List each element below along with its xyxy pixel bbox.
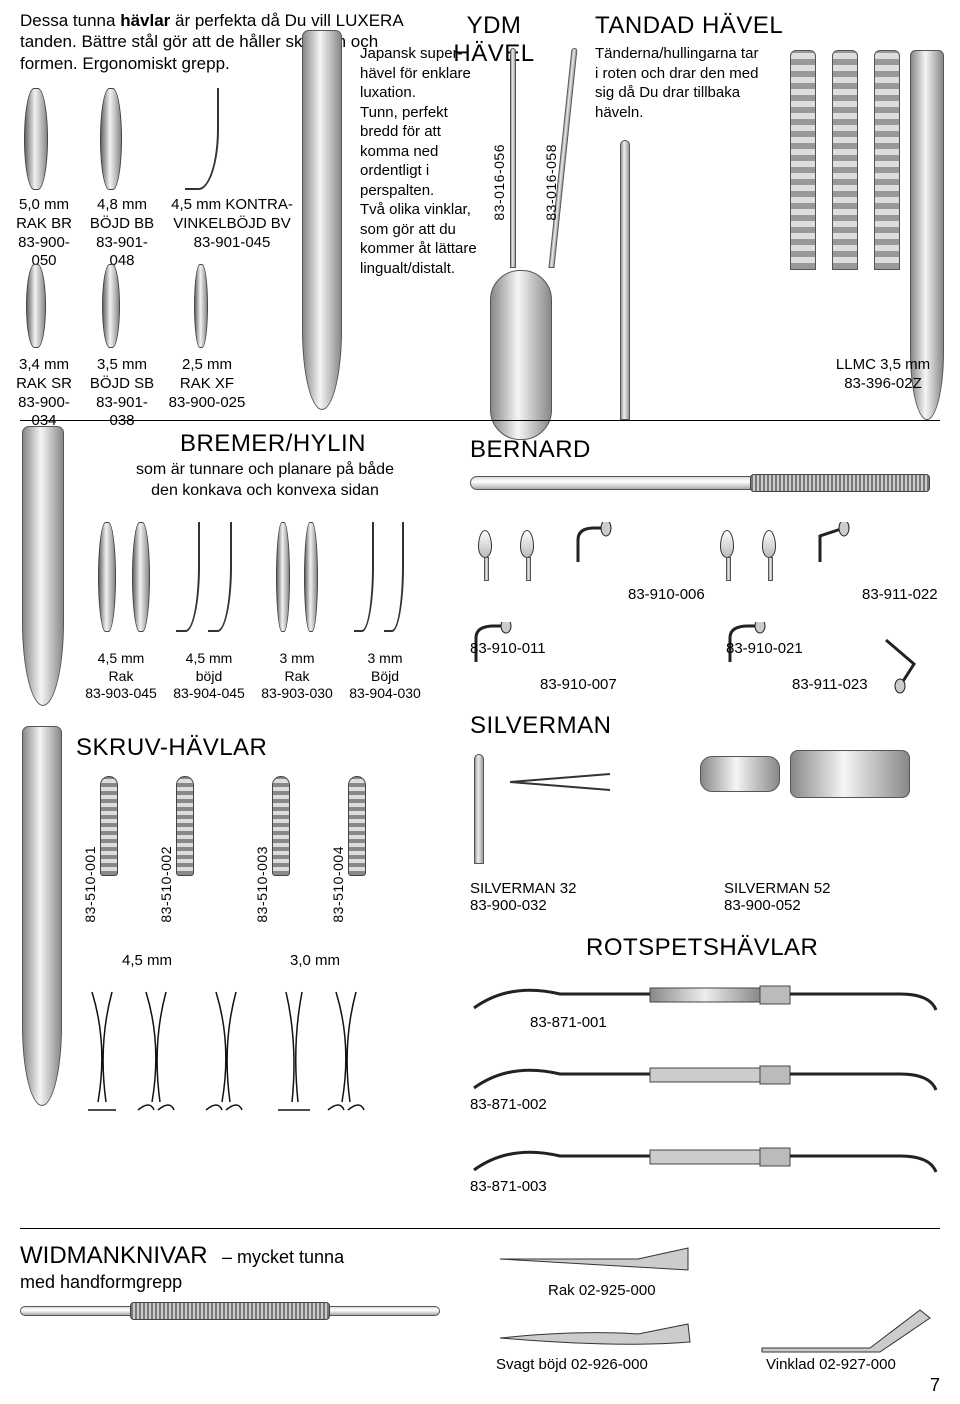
rotspets-code: 83-871-003: [470, 1178, 547, 1195]
silverman-item: SILVERMAN 32 83-900-032: [470, 880, 576, 914]
widman-item: Svagt böjd 02-926-000: [496, 1356, 648, 1373]
bremer-tip: [98, 522, 116, 632]
bremer-tip: [276, 522, 290, 632]
tool-tip: [194, 264, 208, 348]
bernard-flame: [478, 530, 492, 558]
divider: [20, 1228, 940, 1229]
rotspets-tool: [470, 1056, 940, 1096]
widman-item: Rak 02-925-000: [548, 1282, 656, 1299]
skruv-code: 83-510-004: [330, 846, 346, 923]
bernard-code: 83-910-011: [470, 640, 546, 657]
skruv-code: 83-510-001: [82, 846, 98, 923]
silverman-handle: [790, 750, 910, 798]
handle-illustration: [302, 30, 342, 410]
page-number: 7: [930, 1375, 940, 1396]
widman-knife: [498, 1244, 698, 1274]
skruv-tip: [272, 776, 290, 876]
tool-tip: [100, 88, 122, 190]
bremer-tip: [132, 522, 150, 632]
skruv-diagrams: [78, 984, 388, 1114]
silverman-fork: [510, 770, 670, 782]
rotspets-title: ROTSPETSHÄVLAR: [586, 934, 818, 962]
bernard-code: 83-911-022: [862, 586, 938, 603]
widman-knife: [760, 1304, 940, 1354]
rotspets-tool: [470, 976, 940, 1016]
bernard-handle: [750, 474, 930, 492]
bremer-handle: [22, 426, 64, 706]
ydm-shaft: [510, 48, 516, 268]
bremer-tip: [304, 522, 318, 632]
bernard-code: 83-910-006: [628, 586, 705, 603]
skruv-code: 83-510-003: [254, 846, 270, 923]
llmc-label: LLMC 3,5 mm 83-396-02Z: [828, 356, 938, 394]
bernard-flame: [762, 530, 776, 558]
silverman-item: SILVERMAN 52 83-900-052: [724, 880, 830, 914]
tandad-serrated: [832, 50, 858, 270]
intro-prefix: Dessa tunna: [20, 11, 120, 30]
silverman-title: SILVERMAN: [470, 712, 611, 740]
bernard-code: 83-911-023: [792, 676, 868, 693]
silverman-collar: [700, 756, 780, 792]
bremer-title: BREMER/HYLIN: [128, 430, 418, 458]
ydm-desc: Japansk super- hävel för enklare luxatio…: [360, 44, 490, 278]
tandad-serrated: [790, 50, 816, 270]
rotspets-code: 83-871-001: [530, 1014, 607, 1031]
ydm-handle: [490, 270, 552, 440]
bernard-bent: [880, 634, 940, 694]
bremer-label: 4,5 mm böjd 83-904-045: [166, 650, 252, 703]
tool-tip: [185, 88, 219, 190]
skruv-tip: [348, 776, 366, 876]
widman-knife: [498, 1320, 698, 1350]
widman-title: WIDMANKNIVAR: [20, 1242, 208, 1269]
skruv-title: SKRUV-HÄVLAR: [76, 734, 267, 762]
product-label: 2,5 mm RAK XF 83-900-025: [162, 356, 252, 412]
bremer-tip: [176, 522, 200, 632]
bernard-title: BERNARD: [470, 436, 591, 464]
skruv-size: 4,5 mm: [112, 952, 182, 969]
bremer-tip: [384, 522, 404, 632]
bernard-flame: [520, 530, 534, 558]
widman-heading: WIDMANKNIVAR – mycket tunna: [20, 1242, 344, 1270]
ydm-code-1: 83-016-056: [491, 144, 507, 221]
tool-tip: [24, 88, 48, 190]
widman-sub: – mycket tunna: [222, 1247, 344, 1267]
skruv-tip: [100, 776, 118, 876]
bernard-code: 83-910-021: [726, 640, 803, 657]
rotspets-tool: [470, 1138, 940, 1178]
silverman-shaft: [474, 754, 484, 864]
intro-bold: hävlar: [120, 11, 170, 30]
divider: [20, 420, 940, 421]
bremer-label: 3 mm Böjd 83-904-030: [342, 650, 428, 703]
widman-grip: [130, 1302, 330, 1320]
tool-tip: [26, 264, 46, 348]
skruv-handle: [22, 726, 62, 1106]
bremer-tip: [208, 522, 232, 632]
rotspets-code: 83-871-002: [470, 1096, 547, 1113]
tandad-tool: [620, 140, 630, 420]
tandad-title: TANDAD HÄVEL: [595, 12, 783, 40]
product-label: 5,0 mm RAK BR 83-900-050: [6, 196, 82, 271]
bremer-sub: som är tunnare och planare på både den k…: [95, 460, 435, 502]
bernard-code: 83-910-007: [540, 676, 617, 693]
tandad-serrated: [874, 50, 900, 270]
tandad-desc: Tänderna/hullingarna tar i roten och dra…: [595, 44, 765, 122]
skruv-size: 3,0 mm: [280, 952, 350, 969]
widman-item: Vinklad 02-927-000: [766, 1356, 896, 1373]
bernard-bent: [572, 522, 616, 566]
bremer-tip: [354, 522, 374, 632]
bremer-label: 4,5 mm Rak 83-903-045: [78, 650, 164, 703]
ydm-code-2: 83-016-058: [543, 144, 559, 221]
widman-line2: med handformgrepp: [20, 1272, 182, 1293]
bernard-bent: [814, 522, 858, 566]
bernard-flame: [720, 530, 734, 558]
skruv-code: 83-510-002: [158, 846, 174, 923]
skruv-tip: [176, 776, 194, 876]
product-label: 4,8 mm BÖJD BB 83-901-048: [84, 196, 160, 271]
tool-tip: [102, 264, 120, 348]
product-label: 4,5 mm KONTRA- VINKELBÖJD BV 83-901-045: [162, 196, 302, 252]
intro-text: Dessa tunna hävlar är perfekta då Du vil…: [20, 10, 410, 74]
bremer-label: 3 mm Rak 83-903-030: [254, 650, 340, 703]
